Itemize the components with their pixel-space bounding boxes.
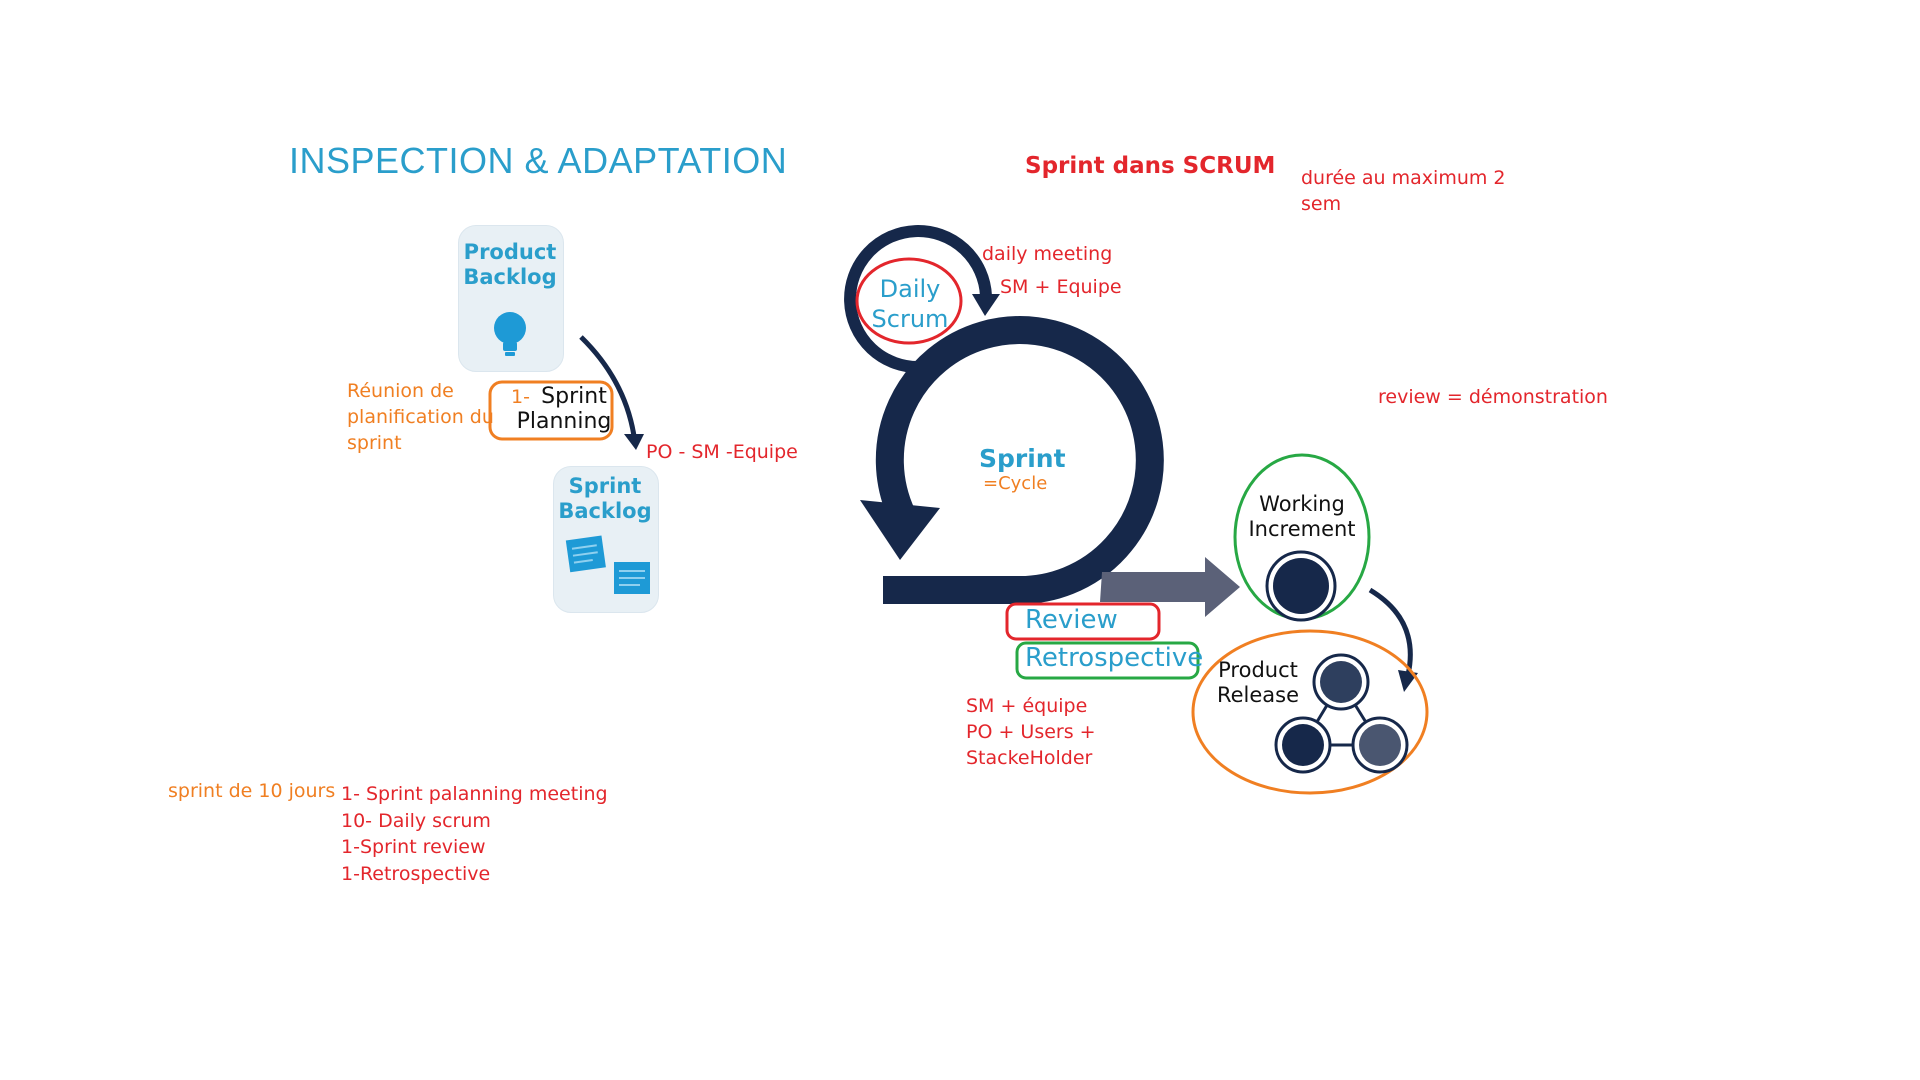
cycle-label: =Cycle xyxy=(983,473,1048,494)
working-increment-label: Working Increment xyxy=(1246,492,1358,542)
review-participants-line-1: SM + équipe xyxy=(966,695,1088,717)
planning-arrow xyxy=(579,335,644,450)
sprint-planning-line-1: Sprint xyxy=(541,384,607,409)
sticky-notes-icon xyxy=(565,535,650,594)
sprint-backlog-label: Sprint Backlog xyxy=(553,474,657,524)
retrospective-box xyxy=(1015,641,1200,680)
summary-item: 1-Retrospective xyxy=(341,862,491,885)
release-arrow xyxy=(1368,587,1418,692)
product-backlog-line-2: Backlog xyxy=(463,265,557,289)
summary-item: 1-Sprint review xyxy=(341,836,486,858)
product-release-network xyxy=(1274,653,1409,774)
review-participants-line-3: StackeHolder xyxy=(966,747,1093,769)
reunion-line-3: sprint xyxy=(347,432,402,454)
product-release-label: Product Release xyxy=(1210,658,1306,708)
review-note: review = démonstration xyxy=(1378,386,1608,408)
sprint-backlog-card xyxy=(553,466,659,613)
review-participants-line-2: PO + Users + xyxy=(966,721,1096,743)
reunion-note: Réunion de planification du sprint xyxy=(347,378,494,456)
retrospective-label: Retrospective xyxy=(1025,643,1204,673)
sprint-backlog-line-2: Backlog xyxy=(558,499,652,523)
summary-item: 1- Sprint palanning meeting xyxy=(341,783,608,805)
summary-item: 10- Daily scrum xyxy=(341,809,491,832)
reunion-line-2: planification du xyxy=(347,406,494,428)
sprint-planning-label: Sprint Planning xyxy=(514,384,614,434)
duration-note: durée au maximum 2 sem xyxy=(1301,165,1506,217)
daily-meeting-note: daily meeting xyxy=(982,243,1113,265)
product-release-highlight xyxy=(1191,629,1429,795)
daily-scrum-highlight xyxy=(855,257,963,345)
sprint-planning-box xyxy=(488,380,614,441)
working-increment-node xyxy=(1273,558,1329,614)
summary-list: 1- Sprint palanning meeting 10- Daily sc… xyxy=(341,781,608,887)
sprint-center-label: Sprint xyxy=(979,444,1066,473)
page-title: INSPECTION & ADAPTATION xyxy=(289,140,788,181)
sprint-planning-number: 1- xyxy=(511,386,530,408)
working-increment-line-1: Working xyxy=(1259,492,1345,516)
planning-participants: PO - SM -Equipe xyxy=(646,441,798,463)
working-increment-line-2: Increment xyxy=(1248,517,1356,541)
product-backlog-label: Product Backlog xyxy=(458,240,562,290)
daily-participants: SM + Equipe xyxy=(1000,276,1122,298)
review-participants: SM + équipe PO + Users + StackeHolder xyxy=(966,693,1096,771)
sprint-cycle-loop xyxy=(860,316,1164,605)
sprint-title: Sprint dans SCRUM xyxy=(1025,153,1276,179)
product-backlog-line-1: Product xyxy=(463,240,557,264)
lightbulb-icon xyxy=(494,312,526,356)
summary-label: sprint de 10 jours xyxy=(168,780,336,802)
product-release-line-1: Product xyxy=(1218,658,1298,682)
daily-scrum-line-2: Scrum xyxy=(871,305,949,333)
sprint-planning-line-2: Planning xyxy=(516,409,612,434)
duration-line-2: sem xyxy=(1301,193,1342,215)
review-label: Review xyxy=(1025,605,1118,635)
reunion-line-1: Réunion de xyxy=(347,380,454,402)
duration-line-1: durée au maximum 2 xyxy=(1301,167,1506,189)
increment-arrow xyxy=(1100,557,1240,617)
daily-scrum-line-1: Daily xyxy=(879,275,941,303)
daily-scrum-loop xyxy=(844,225,1000,374)
review-box xyxy=(1005,602,1161,641)
product-release-line-2: Release xyxy=(1216,683,1300,707)
daily-scrum-label: Daily Scrum xyxy=(862,274,958,334)
sprint-backlog-line-1: Sprint xyxy=(568,474,642,498)
